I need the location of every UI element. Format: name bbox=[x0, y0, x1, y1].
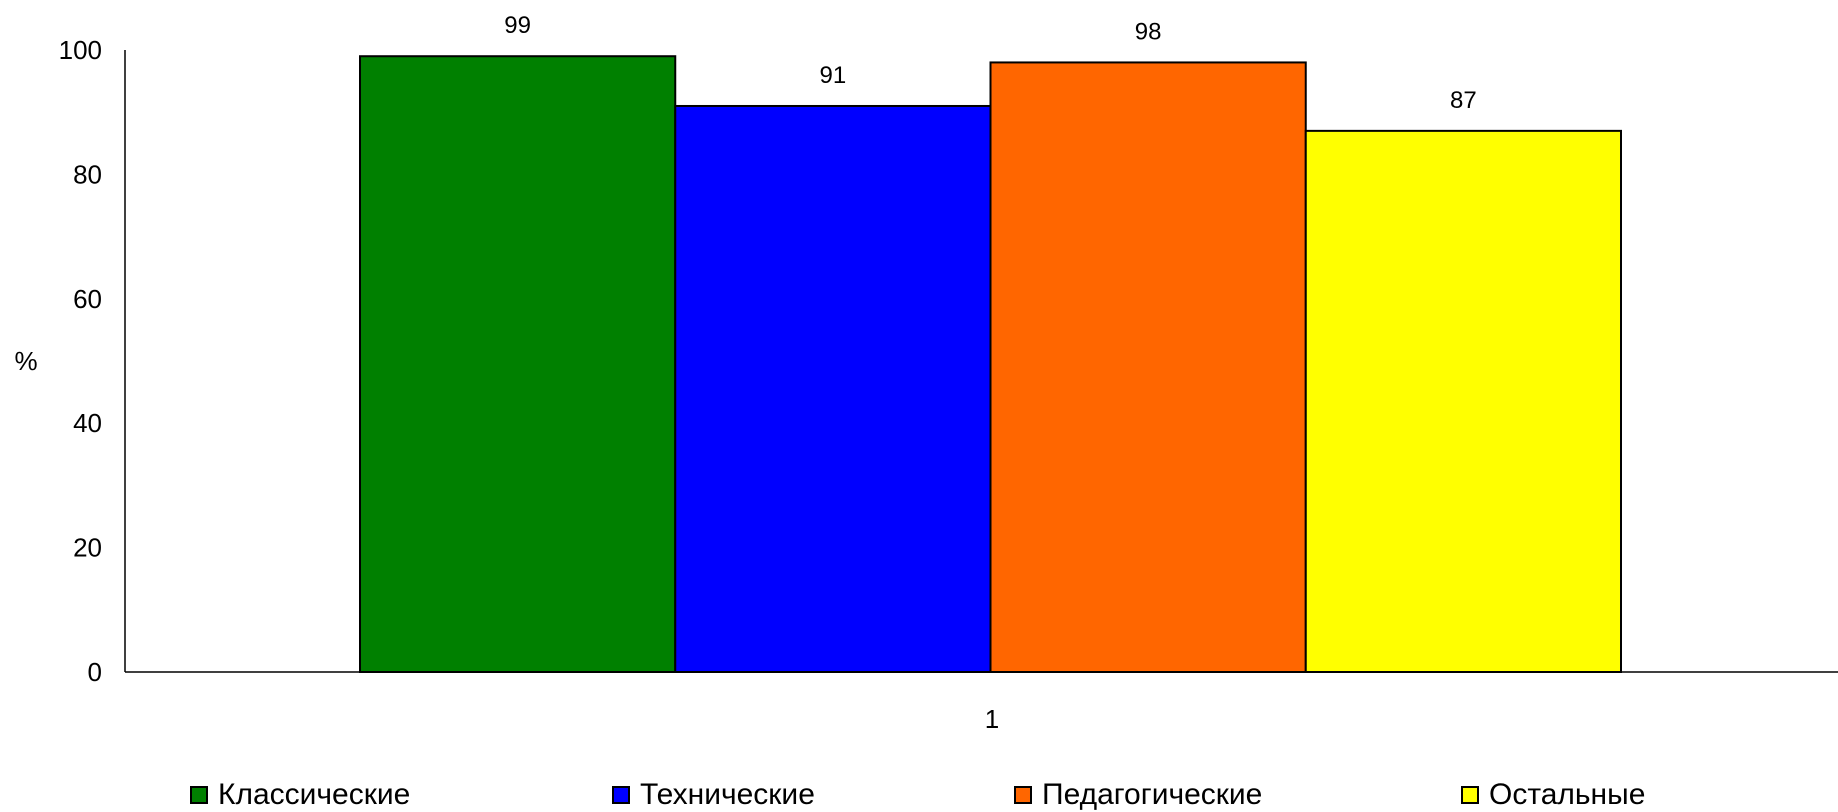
legend-swatch-tekhnicheskie bbox=[612, 786, 630, 804]
y-tick-label: 100 bbox=[59, 35, 102, 65]
bar-1 bbox=[359, 55, 677, 674]
legend-swatch-ostalnye bbox=[1461, 786, 1479, 804]
y-tick-label: 20 bbox=[73, 533, 102, 563]
data-labels-group: 99 91 98 87 bbox=[504, 12, 1476, 114]
legend: Классические Технические Педагогические … bbox=[0, 778, 1838, 812]
bar-chart: 0 20 40 60 80 100 99 91 98 87 % 1 bbox=[14, 12, 1838, 734]
data-label-3: 98 bbox=[1135, 18, 1162, 45]
bar-2 bbox=[674, 104, 992, 674]
data-label-1: 99 bbox=[504, 12, 531, 39]
legend-swatch-klassicheskie bbox=[190, 786, 208, 804]
legend-label: Классические bbox=[218, 778, 411, 811]
y-axis-label: % bbox=[14, 346, 37, 376]
bars-group bbox=[359, 55, 1622, 674]
y-tick-label: 80 bbox=[73, 159, 102, 189]
y-ticks-group: 0 20 40 60 80 100 bbox=[59, 35, 102, 687]
legend-item-ostalnye: Остальные bbox=[1461, 778, 1645, 812]
legend-label: Технические bbox=[640, 778, 815, 811]
x-category-label: 1 bbox=[985, 704, 999, 734]
y-tick-label: 60 bbox=[73, 284, 102, 314]
legend-swatch-pedagogicheskie bbox=[1014, 786, 1032, 804]
axes-group bbox=[124, 50, 1838, 673]
legend-item-pedagogicheskie: Педагогические bbox=[1014, 778, 1262, 812]
legend-item-klassicheskie: Классические bbox=[190, 778, 410, 812]
bar-4 bbox=[1304, 129, 1622, 674]
legend-label: Педагогические bbox=[1042, 778, 1263, 811]
bar-3 bbox=[989, 61, 1307, 673]
legend-label: Остальные bbox=[1489, 778, 1646, 811]
data-label-4: 87 bbox=[1450, 87, 1477, 114]
data-label-2: 91 bbox=[820, 62, 847, 89]
legend-item-tekhnicheskie: Технические bbox=[612, 778, 815, 812]
y-tick-label: 40 bbox=[73, 408, 102, 438]
y-tick-label: 0 bbox=[88, 657, 102, 687]
